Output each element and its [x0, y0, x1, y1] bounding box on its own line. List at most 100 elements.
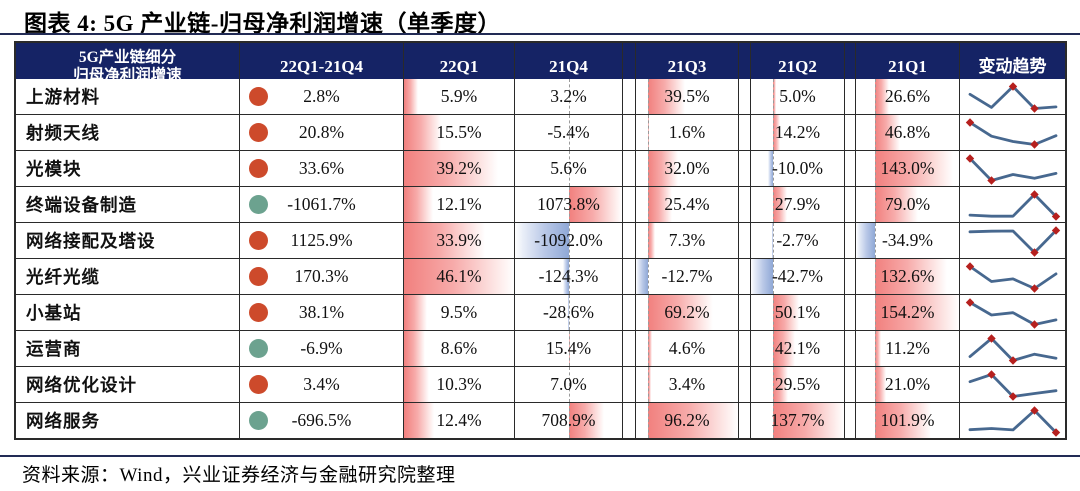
value-cell-21q2: -2.7% [751, 223, 844, 258]
cell-value: 5.0% [779, 86, 816, 106]
databar-zero-axis [773, 403, 774, 438]
sparkline-extreme-marker [1029, 140, 1039, 149]
cell-value: 708.9% [541, 410, 596, 430]
negative-dot-icon [249, 411, 268, 430]
positive-databar [875, 151, 953, 186]
spacer-cell [845, 403, 855, 438]
negative-dot-icon [249, 339, 268, 358]
sparkline-extreme-marker [1008, 392, 1017, 401]
value-cell-21q3: 96.2% [636, 403, 738, 438]
databar-zero-axis [773, 79, 774, 114]
spacer-cell [623, 79, 635, 114]
trend-cell [960, 295, 1065, 330]
value-cell-21q1: 21.0% [856, 367, 959, 402]
cell-value: 25.4% [664, 194, 710, 214]
spacer-cell [623, 295, 635, 330]
cell-value: 12.1% [436, 194, 482, 214]
value-cell-21q1: 143.0% [856, 151, 959, 186]
spacer-cell [739, 223, 750, 258]
trend-cell [960, 187, 1065, 222]
overview-cell: 2.8% [240, 79, 403, 114]
sparkline-extreme-marker [1051, 212, 1060, 221]
cell-value: 101.9% [880, 410, 935, 430]
databar-zero-axis [875, 223, 876, 258]
cell-value: -12.7% [661, 266, 713, 286]
sparkline-extreme-marker [1029, 320, 1039, 329]
databar-zero-axis [875, 331, 876, 366]
spacer-cell [623, 259, 635, 294]
negative-databar [751, 259, 773, 294]
overview-cell: 38.1% [240, 295, 403, 330]
value-cell-21q1: 79.0% [856, 187, 959, 222]
positive-databar [404, 259, 514, 294]
value-cell-21q4: 5.6% [515, 151, 622, 186]
spacer-cell [845, 115, 855, 150]
positive-databar [875, 367, 887, 402]
trend-sparkline-icon [968, 82, 1057, 113]
positive-dot-icon [249, 267, 268, 286]
overview-cell: 170.3% [240, 259, 403, 294]
positive-databar [875, 115, 901, 150]
value-cell-21q2: 29.5% [751, 367, 844, 402]
value-cell-21q2: -42.7% [751, 259, 844, 294]
sparkline-extreme-marker [1029, 104, 1039, 113]
overview-cell: -696.5% [240, 403, 403, 438]
value-cell-22q1: 9.5% [404, 295, 514, 330]
row-label: 终端设备制造 [16, 187, 239, 222]
trend-sparkline-icon [965, 298, 1057, 329]
databar-zero-axis [647, 223, 649, 258]
value-cell-21q3: 69.2% [636, 295, 738, 330]
spacer-cell [739, 151, 750, 186]
databar-zero-axis [647, 115, 649, 150]
spacer-cell [739, 367, 750, 402]
spacer-cell [739, 331, 750, 366]
value-cell-21q1: 132.6% [856, 259, 959, 294]
sparkline-extreme-marker [1029, 190, 1039, 199]
cell-value: 5.9% [440, 86, 478, 106]
row-label: 网络优化设计 [16, 367, 239, 402]
databar-zero-axis [568, 151, 570, 186]
trend-sparkline-icon [965, 154, 1057, 185]
value-cell-22q1: 46.1% [404, 259, 514, 294]
sparkline-extreme-marker [986, 370, 996, 379]
databar-zero-axis [647, 259, 649, 294]
databar-zero-axis [647, 403, 649, 438]
cell-value: -124.3% [538, 266, 599, 286]
positive-databar [404, 79, 419, 114]
sparkline-extreme-marker [1008, 82, 1017, 91]
cell-value: 143.0% [880, 158, 935, 178]
value-cell-22q1: 12.1% [404, 187, 514, 222]
cell-value: -2.7% [776, 230, 819, 250]
overview-value: -6.9% [300, 338, 343, 358]
spacer-cell [739, 295, 750, 330]
positive-databar [404, 403, 434, 438]
value-cell-22q1: 33.9% [404, 223, 514, 258]
spacer-cell [845, 79, 855, 114]
databar-zero-axis [568, 115, 570, 150]
cell-value: 50.1% [774, 302, 821, 322]
trend-sparkline-icon [968, 334, 1057, 365]
trend-sparkline-icon [965, 262, 1057, 293]
value-cell-21q3: 39.5% [636, 79, 738, 114]
databar-zero-axis [773, 295, 774, 330]
overview-cell: 3.4% [240, 367, 403, 402]
positive-databar [773, 115, 781, 150]
value-cell-21q3: -12.7% [636, 259, 738, 294]
positive-dot-icon [249, 87, 268, 106]
cell-value: 10.3% [436, 374, 482, 394]
negative-dot-icon [249, 195, 268, 214]
trend-sparkline-icon [968, 370, 1057, 401]
positive-databar [875, 187, 919, 222]
databar-zero-axis [773, 367, 774, 402]
sparkline-extreme-marker [1029, 406, 1039, 415]
cell-value: 3.4% [668, 374, 706, 394]
spacer-cell [845, 367, 855, 402]
databar-zero-axis [773, 331, 774, 366]
sparkline-extreme-marker [965, 262, 974, 271]
value-cell-21q4: 708.9% [515, 403, 622, 438]
positive-databar [773, 295, 799, 330]
positive-databar [875, 79, 890, 114]
negative-databar [567, 295, 569, 330]
value-cell-21q3: 4.6% [636, 331, 738, 366]
value-cell-21q2: -10.0% [751, 151, 844, 186]
